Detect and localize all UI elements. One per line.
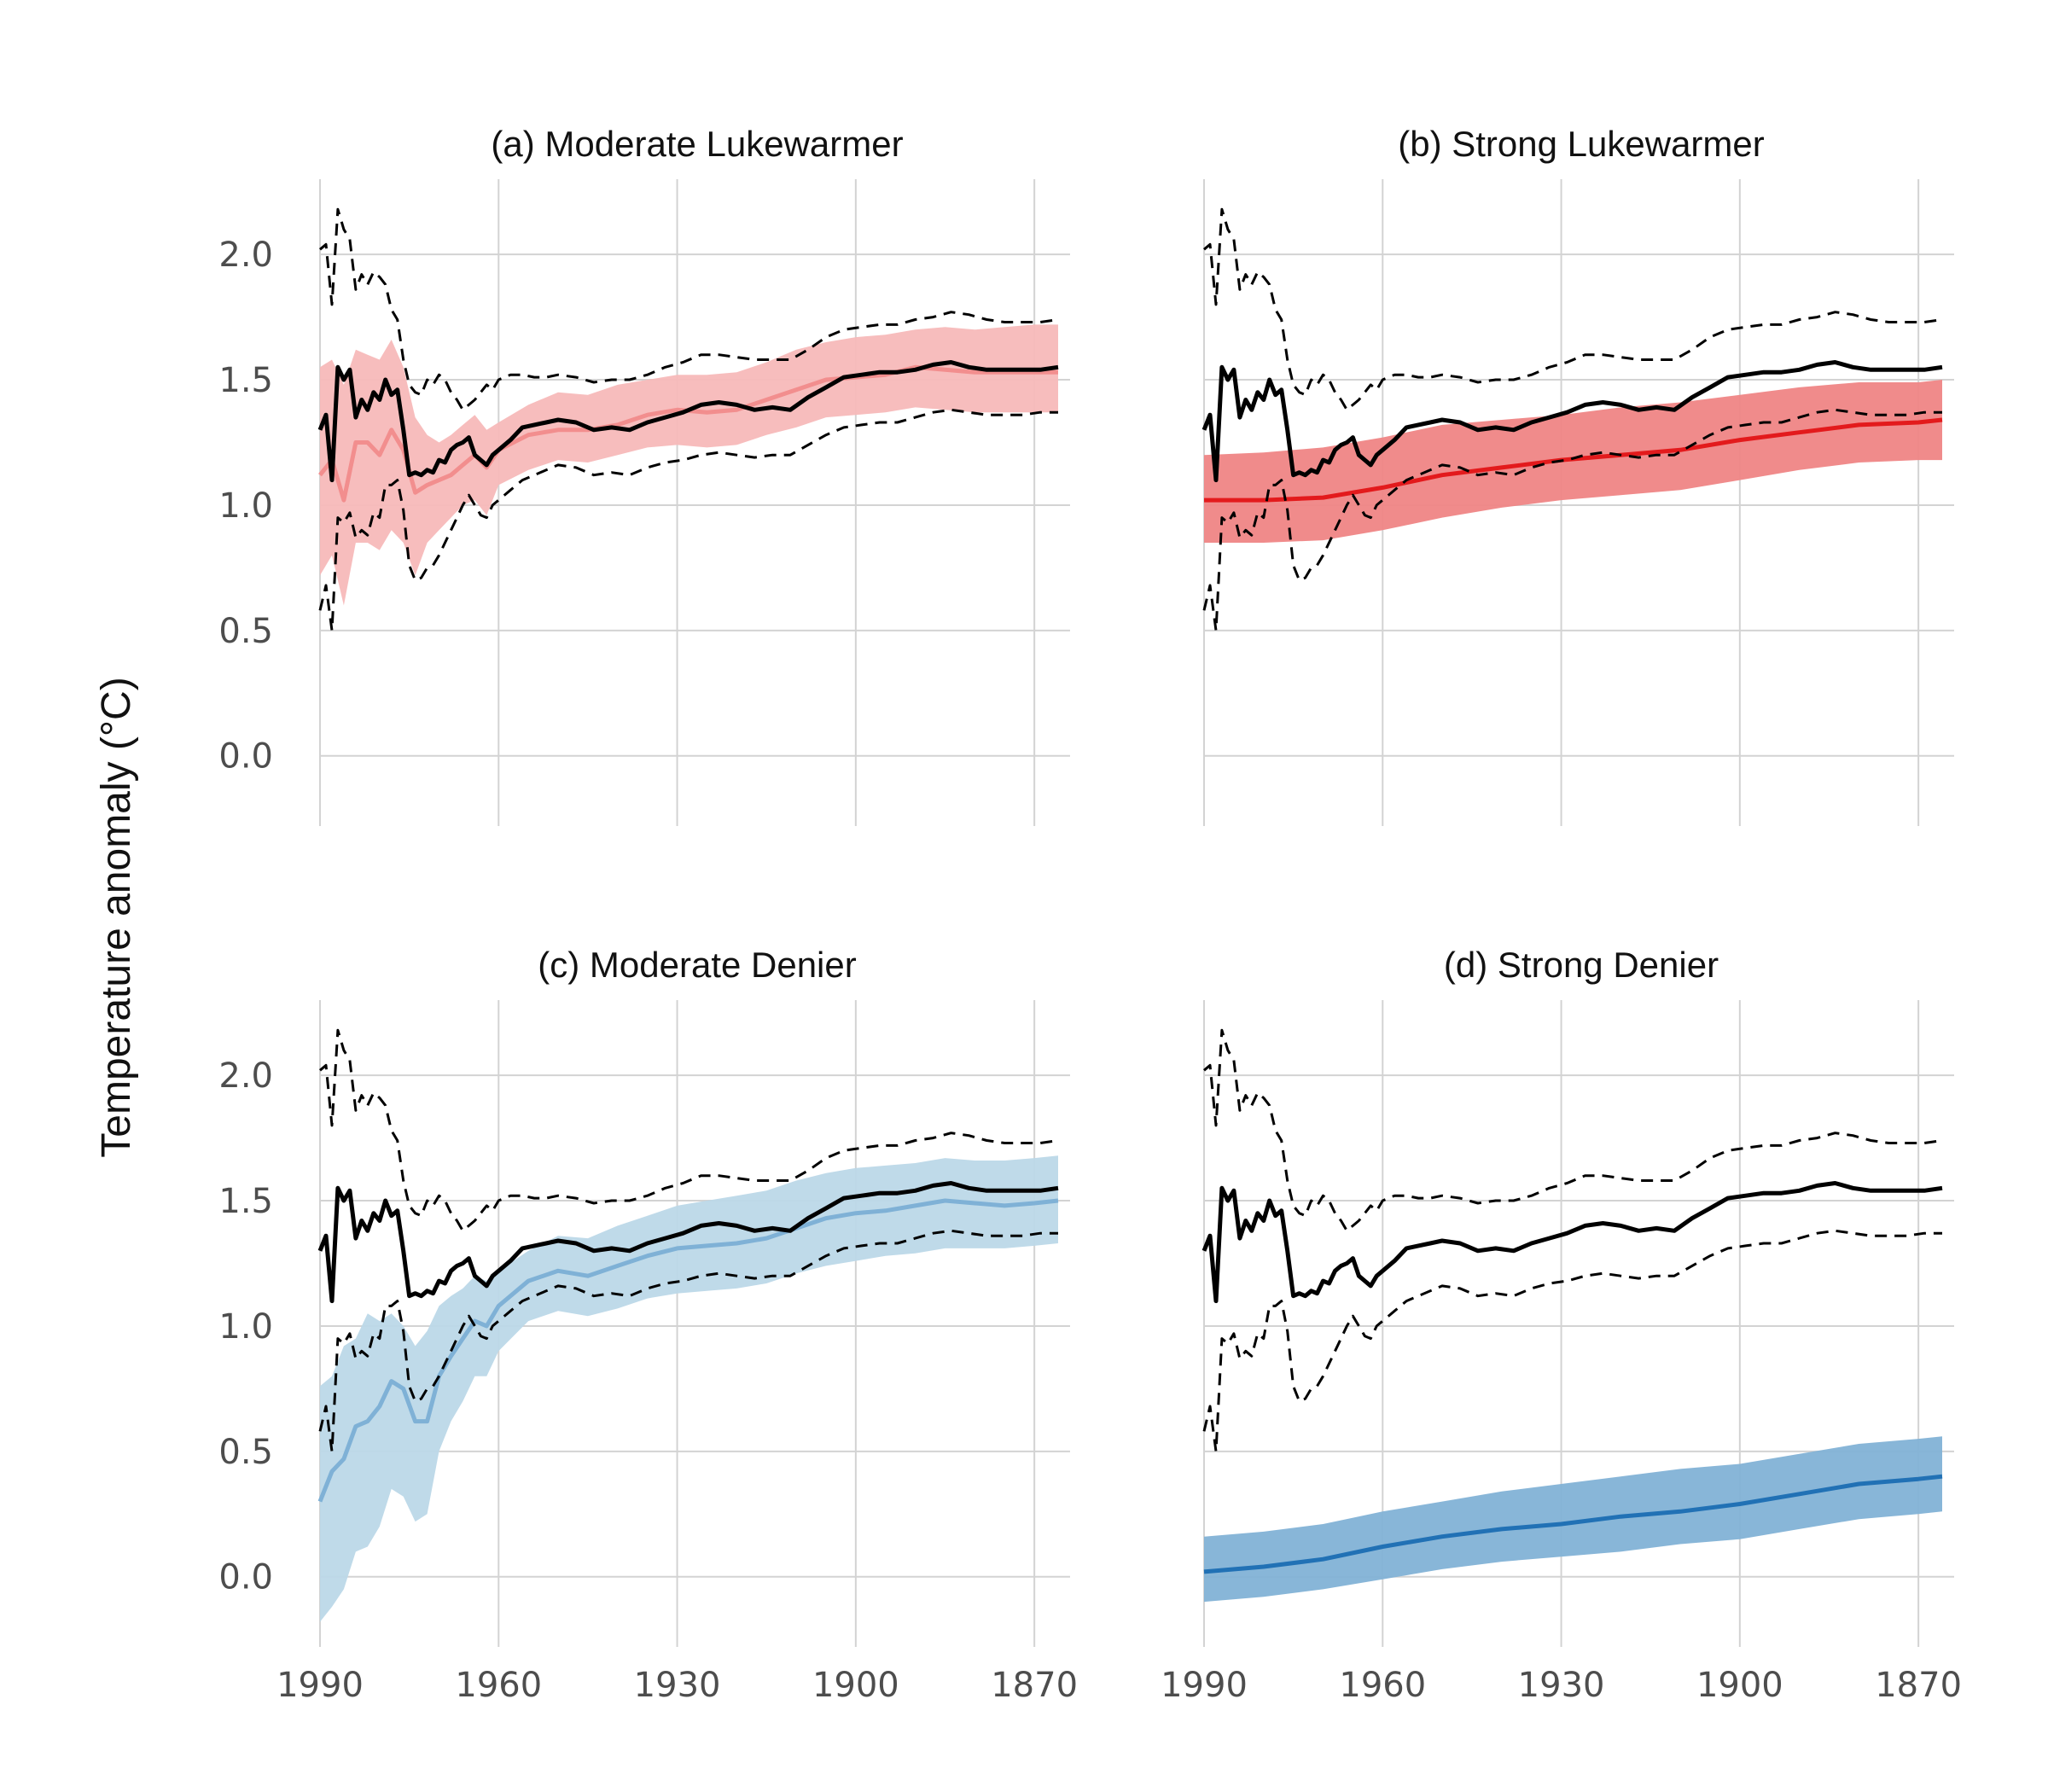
panel-a-ytick-label: 1.5	[218, 361, 273, 400]
panel-d-ensemble-band	[1204, 1436, 1942, 1603]
panel-d-xtick-label: 1870	[1875, 1666, 1962, 1705]
panel-d-xtick-label: 1960	[1339, 1666, 1426, 1705]
panel-b-ensemble-band	[1204, 380, 1942, 543]
panel-c-xtick-label: 1930	[634, 1666, 721, 1705]
panel-c-xtick-label: 1960	[455, 1666, 542, 1705]
panel-d-title: (d) Strong Denier	[1444, 945, 1719, 985]
panel-a-observed-mean	[317, 360, 1059, 483]
panel-d-xtick-label: 1930	[1518, 1666, 1605, 1705]
panel-c: (c) Moderate Denier 0.0 0.5 1.0 1.5 2.0 1990 1…	[218, 945, 1078, 1705]
panel-b: (b) Strong Lukewarmer	[1201, 124, 1954, 826]
panel-a-ytick-label: 0.0	[218, 737, 273, 777]
panel-a-title: (a) Moderate Lukewarmer	[491, 124, 903, 164]
panel-a-ytick-label: 1.0	[218, 486, 273, 526]
panel-c-xtick-label: 1870	[991, 1666, 1078, 1705]
panel-b-observed-mean	[1201, 360, 1943, 483]
panel-d-xtick-label: 1990	[1161, 1666, 1248, 1705]
panel-d-observed-lower	[1202, 1229, 1942, 1453]
panel-b-marks	[1201, 207, 1943, 632]
panel-c-axes: 0.0 0.5 1.0 1.5 2.0 1990 1960 1930 1900 1870	[218, 1056, 1078, 1705]
panel-b-grid	[1203, 179, 1954, 826]
panel-b-title: (b) Strong Lukewarmer	[1398, 124, 1765, 164]
y-axis-label: Temperature anomaly (°C)	[94, 677, 139, 1157]
panel-c-ytick-label: 2.0	[218, 1056, 273, 1096]
panel-a-ytick-label: 2.0	[218, 236, 273, 275]
panel-d: (d) Strong Denier 1990 1960 1930 1900 1870	[1161, 945, 1962, 1705]
panel-d-axes: 1990 1960 1930 1900 1870	[1161, 1666, 1962, 1705]
panel-a-axes: 0.0 0.5 1.0 1.5 2.0	[218, 236, 273, 777]
panel-a-ensemble-band	[320, 324, 1058, 606]
panel-c-marks	[317, 1028, 1059, 1622]
panel-d-observed-upper	[1203, 1028, 1943, 1232]
panel-d-observed-mean	[1201, 1181, 1943, 1304]
panel-c-ensemble-band	[320, 1155, 1058, 1622]
panel-b-observed-upper	[1203, 207, 1943, 411]
panel-c-observed-mean	[317, 1181, 1059, 1304]
panel-c-ensemble-mean	[317, 1198, 1059, 1503]
panel-c-xtick-label: 1990	[276, 1666, 364, 1705]
panel-d-xtick-label: 1900	[1696, 1666, 1783, 1705]
panel-a-observed-upper	[319, 207, 1059, 411]
panel-c-ytick-label: 0.5	[218, 1433, 273, 1472]
panel-c-ytick-label: 0.0	[218, 1558, 273, 1597]
panel-a-ytick-label: 0.5	[218, 612, 273, 651]
panel-a-marks	[317, 207, 1059, 632]
panel-d-ensemble-mean	[1203, 1474, 1943, 1574]
panel-c-ytick-label: 1.0	[218, 1307, 273, 1347]
panel-b-ensemble-mean	[1204, 417, 1943, 503]
panel-c-observed-upper	[319, 1028, 1059, 1232]
panel-c-title: (c) Moderate Denier	[538, 945, 856, 985]
panel-a: (a) Moderate Lukewarmer 0.0 0.5 1.0 1.5 2.0	[218, 124, 1070, 826]
panel-c-xtick-label: 1900	[812, 1666, 899, 1705]
panel-d-marks	[1201, 1028, 1943, 1603]
panel-c-ytick-label: 1.5	[218, 1182, 273, 1221]
